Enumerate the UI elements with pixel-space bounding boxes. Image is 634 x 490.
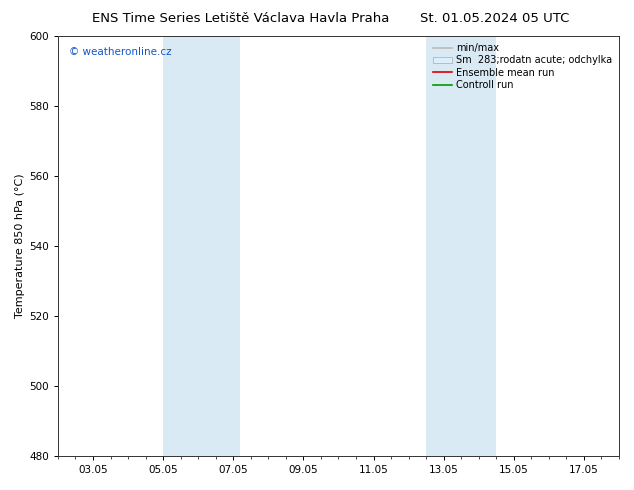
Bar: [426, 36, 496, 456]
Bar: [163, 36, 240, 456]
Text: ENS Time Series Letiště Václava Havla Praha: ENS Time Series Letiště Václava Havla Pr…: [92, 12, 390, 25]
Text: St. 01.05.2024 05 UTC: St. 01.05.2024 05 UTC: [420, 12, 569, 25]
Text: © weatheronline.cz: © weatheronline.cz: [69, 47, 172, 57]
Y-axis label: Temperature 850 hPa (°C): Temperature 850 hPa (°C): [15, 174, 25, 318]
Legend: min/max, Sm  283;rodatn acute; odchylka, Ensemble mean run, Controll run: min/max, Sm 283;rodatn acute; odchylka, …: [430, 41, 614, 92]
